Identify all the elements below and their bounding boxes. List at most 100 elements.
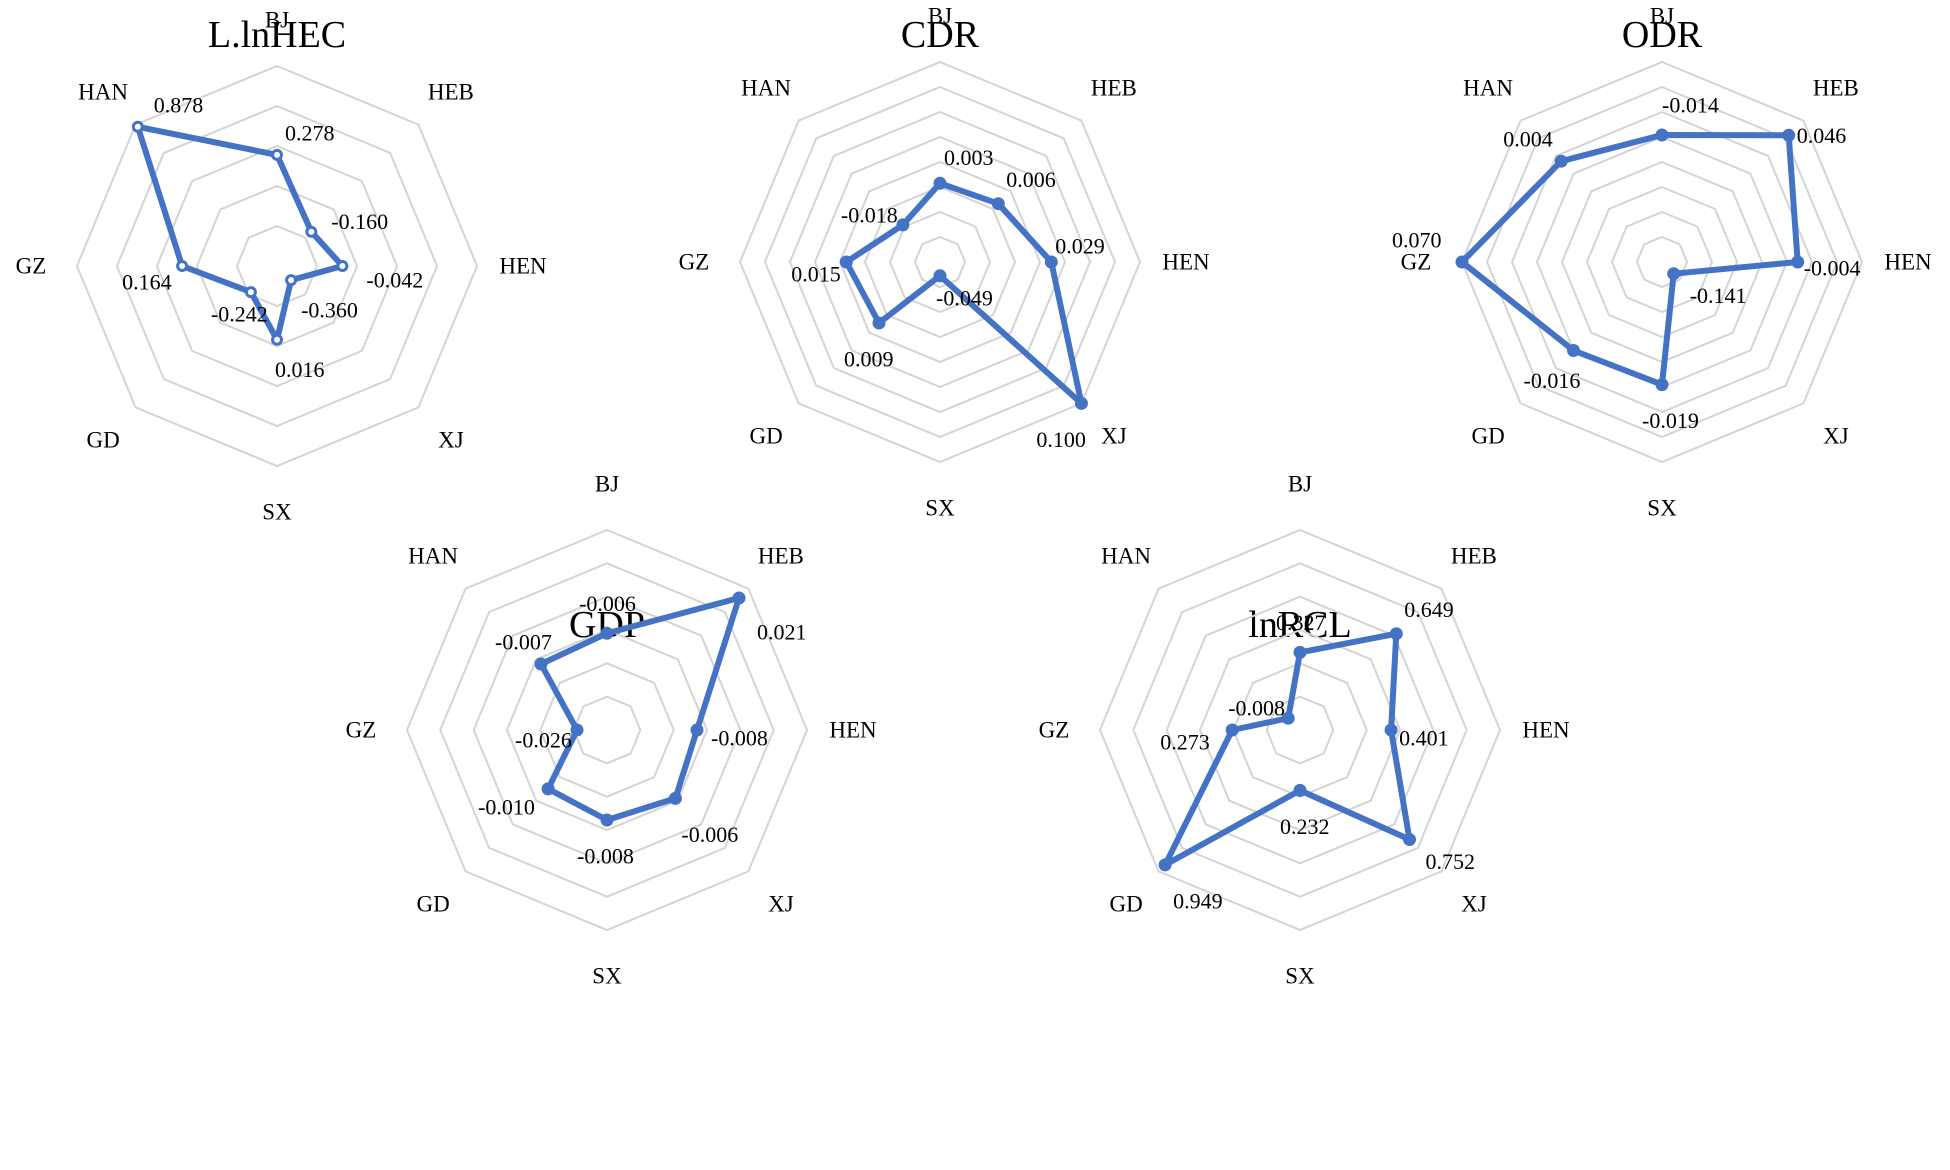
data-label-heb: 0.006 <box>1006 167 1056 192</box>
grid-ring <box>763 85 1117 439</box>
data-label-gz: -0.026 <box>515 728 572 753</box>
category-label-xj: XJ <box>1823 423 1849 448</box>
data-point-sx <box>933 269 947 283</box>
grid-ring <box>838 160 1042 364</box>
category-label-gd: GD <box>1471 423 1504 448</box>
grid-ring <box>1265 695 1335 765</box>
data-label-heb: 0.649 <box>1404 597 1454 622</box>
data-label-heb: 0.021 <box>757 620 807 645</box>
grid-ring <box>913 235 967 289</box>
grid-ring <box>1610 210 1714 314</box>
data-point-gz <box>1455 255 1469 269</box>
category-label-heb: HEB <box>1813 76 1859 101</box>
data-point-gz <box>839 255 853 269</box>
data-label-heb: 0.046 <box>1797 123 1847 148</box>
data-point-heb <box>991 197 1005 211</box>
category-label-xj: XJ <box>768 891 794 916</box>
category-label-han: HAN <box>741 76 791 101</box>
data-point-hen <box>1384 723 1398 737</box>
data-label-gz: 0.273 <box>1160 730 1210 755</box>
data-point-xj <box>1667 267 1681 281</box>
grid-ring <box>1132 562 1468 898</box>
grid-ring <box>863 185 1017 339</box>
data-label-gd: -0.010 <box>478 794 535 819</box>
category-label-han: HAN <box>1101 544 1151 569</box>
data-label-xj: -0.006 <box>681 822 738 847</box>
data-label-sx: -0.049 <box>936 285 993 310</box>
grid-ring <box>439 562 775 898</box>
data-label-sx: -0.008 <box>577 844 634 869</box>
data-label-xj: -0.141 <box>1690 283 1747 308</box>
data-label-heb: -0.160 <box>331 209 388 234</box>
chart-title: CDR <box>901 14 980 56</box>
category-label-gz: GZ <box>16 254 47 279</box>
data-point-xj <box>285 274 298 287</box>
data-label-hen: -0.008 <box>711 726 768 751</box>
category-label-han: HAN <box>408 544 458 569</box>
data-label-hen: 0.401 <box>1399 726 1449 751</box>
grid-ring <box>235 224 319 308</box>
category-label-bj: BJ <box>595 472 619 497</box>
category-label-heb: HEB <box>1091 76 1137 101</box>
data-point-han <box>1554 154 1568 168</box>
category-label-sx: SX <box>1647 496 1677 521</box>
category-label-xj: XJ <box>1461 891 1487 916</box>
data-label-han: 0.878 <box>154 92 204 117</box>
data-label-gd: -0.016 <box>1524 368 1581 393</box>
data-point-han <box>1281 711 1295 725</box>
category-label-bj: BJ <box>265 8 289 33</box>
grid-ring <box>1485 85 1839 439</box>
data-point-hen <box>690 723 704 737</box>
data-label-gz: 0.164 <box>122 270 172 295</box>
grid-ring <box>505 628 709 832</box>
data-label-han: 0.004 <box>1503 127 1553 152</box>
category-label-han: HAN <box>1463 76 1513 101</box>
data-point-gd <box>541 782 555 796</box>
category-label-sx: SX <box>262 500 292 525</box>
grid-ring <box>1585 185 1739 339</box>
category-label-xj: XJ <box>438 427 464 452</box>
data-point-xj <box>1074 396 1088 410</box>
data-point-han <box>896 218 910 232</box>
data-point-gd <box>1158 858 1172 872</box>
category-label-gd: GD <box>1109 891 1142 916</box>
data-label-gz: 0.015 <box>791 262 841 287</box>
category-label-han: HAN <box>78 80 128 105</box>
chart-title: L.lnHEC <box>208 14 346 56</box>
data-point-xj <box>1403 833 1416 846</box>
category-label-heb: HEB <box>1451 544 1497 569</box>
grid-ring <box>1165 595 1435 865</box>
grid-ring <box>1510 110 1814 414</box>
category-label-bj: BJ <box>928 4 952 29</box>
category-label-hen: HEN <box>1884 250 1932 275</box>
data-point-bj <box>1293 645 1307 659</box>
data-label-bj: -0.014 <box>1662 93 1719 118</box>
data-label-bj: 0.003 <box>944 145 994 170</box>
data-point-bj <box>271 148 283 161</box>
data-label-sx: 0.016 <box>275 357 325 382</box>
data-point-gd <box>244 286 257 299</box>
chart-title: ODR <box>1622 14 1703 56</box>
data-point-hen <box>1044 255 1058 269</box>
data-label-xj: 0.752 <box>1426 849 1476 874</box>
grid-ring <box>1460 60 1864 464</box>
data-label-sx: 0.232 <box>1280 814 1330 839</box>
data-point-xj <box>668 791 682 805</box>
category-label-hen: HEN <box>1522 718 1570 743</box>
grid-ring <box>572 695 642 765</box>
grid-ring <box>1198 628 1402 832</box>
data-point-bj <box>600 626 614 640</box>
grid-ring <box>1232 662 1368 798</box>
data-label-hen: -0.042 <box>366 268 423 293</box>
category-label-gz: GZ <box>679 250 710 275</box>
grid-ring <box>155 144 399 388</box>
category-label-gd: GD <box>416 891 449 916</box>
data-label-han: -0.008 <box>1228 696 1285 721</box>
data-label-xj: 0.100 <box>1036 427 1086 452</box>
grid-ring <box>405 528 809 932</box>
data-point-heb <box>1389 627 1403 641</box>
data-point-gz <box>1225 723 1239 737</box>
data-label-bj: -0.006 <box>579 591 636 616</box>
data-label-hen: -0.004 <box>1804 256 1861 281</box>
data-label-gz: 0.070 <box>1392 228 1442 253</box>
